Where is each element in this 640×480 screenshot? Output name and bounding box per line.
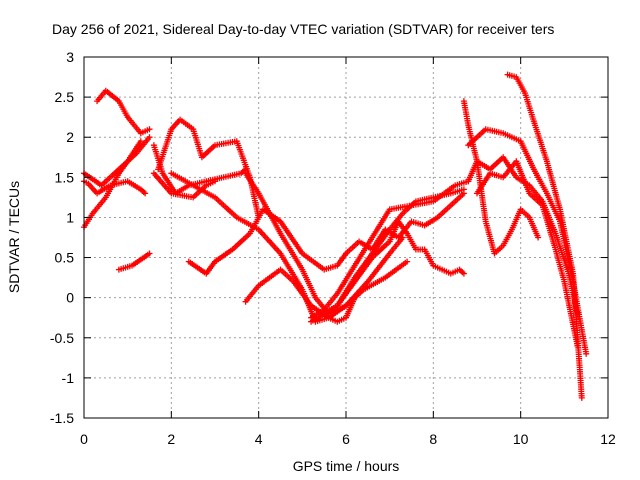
data-point	[574, 310, 581, 317]
data-point	[142, 190, 149, 197]
y-tick-label: 2.5	[55, 89, 75, 105]
data-point	[578, 394, 585, 401]
x-tick-label: 2	[167, 431, 175, 447]
series-track-19	[504, 71, 585, 401]
data-point	[460, 270, 467, 277]
axis-ticks	[83, 56, 609, 419]
y-tick-label: 0.5	[55, 250, 75, 266]
series-track-17	[460, 98, 542, 257]
x-tick-label: 8	[429, 431, 437, 447]
y-tick-label: -1.5	[50, 410, 74, 426]
y-tick-label: 0	[66, 290, 74, 306]
data-point	[574, 342, 581, 349]
x-tick-label: 6	[342, 431, 350, 447]
series-track-3	[94, 87, 153, 137]
data-point	[212, 178, 218, 185]
data-point	[146, 134, 153, 141]
y-tick-label: 2	[66, 129, 74, 145]
y-axis-label: SDTVAR / TECUs	[6, 181, 22, 293]
data-point	[535, 234, 542, 241]
data-point	[460, 190, 467, 197]
data-point	[137, 138, 144, 145]
y-tick-label: 3	[66, 49, 74, 65]
series-track-21	[474, 158, 581, 349]
x-tick-label: 12	[600, 431, 616, 447]
series-track-15	[321, 218, 467, 317]
x-axis-label: GPS time / hours	[293, 458, 400, 474]
x-tick-label: 4	[255, 431, 263, 447]
y-tick-label: 1	[66, 209, 74, 225]
chart-title: Day 256 of 2021, Sidereal Day-to-day VTE…	[52, 21, 554, 37]
series-track-16	[343, 190, 467, 257]
y-tick-label: -1	[62, 370, 75, 386]
x-tick-label: 0	[80, 431, 88, 447]
series-track-4	[115, 250, 153, 273]
data-points	[81, 71, 590, 401]
data-point	[404, 258, 411, 265]
y-tick-label: -0.5	[50, 330, 74, 346]
x-tick-label: 10	[513, 431, 529, 447]
series-track-7	[150, 142, 249, 197]
tick-labels: 0 2 4 6 8 10 12 -1.5 -1 -0.5 0 0.5 1 1.5 2 2.5 3	[50, 49, 616, 447]
series-track-9	[185, 206, 349, 277]
data-point	[146, 250, 153, 257]
data-point	[583, 350, 590, 357]
y-tick-label: 1.5	[55, 169, 75, 185]
data-point	[146, 126, 153, 133]
